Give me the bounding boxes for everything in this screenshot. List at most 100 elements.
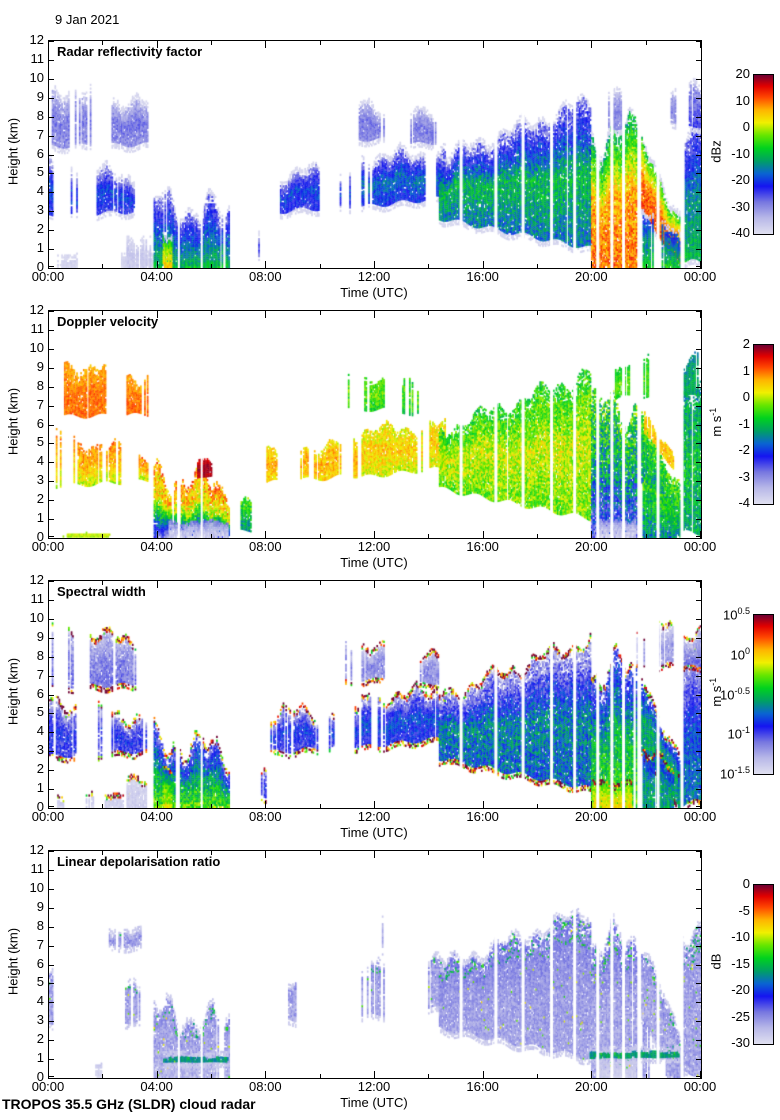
axis-tick-mark — [49, 266, 54, 267]
y-tick-label: 9 — [36, 88, 44, 104]
axis-tick-mark — [49, 536, 54, 537]
axis-tick-mark — [537, 1074, 538, 1078]
axis-tick-mark — [696, 519, 701, 521]
y-tick-label: 2 — [36, 491, 44, 507]
x-tick-label: 16:00 — [466, 269, 499, 284]
axis-tick-mark — [48, 851, 49, 858]
axis-tick-mark — [49, 519, 54, 521]
axis-tick-mark — [49, 41, 54, 42]
y-tick-label: 7 — [36, 666, 44, 682]
y-tick-label: 7 — [36, 396, 44, 412]
axis-tick-mark — [696, 888, 701, 890]
axis-tick-mark — [696, 481, 701, 483]
axis-tick-mark — [265, 801, 267, 808]
axis-tick-mark — [482, 581, 484, 588]
y-tick-label: 12 — [29, 302, 44, 317]
axis-tick-mark — [537, 534, 538, 538]
x-tick-label: 08:00 — [249, 269, 282, 284]
axis-tick-mark — [49, 249, 54, 251]
axis-tick-mark — [696, 851, 701, 852]
x-tick-label: 16:00 — [466, 539, 499, 554]
x-tick-label: 20:00 — [575, 809, 608, 824]
colorbar-tick-label: -5 — [738, 902, 750, 918]
axis-tick-mark — [700, 801, 701, 808]
axis-tick-mark — [645, 311, 647, 315]
axis-tick-mark — [49, 806, 54, 807]
colorbar-tick-label: -2 — [738, 442, 750, 457]
axis-tick-mark — [265, 261, 267, 268]
x-tick-label: 00:00 — [31, 539, 65, 554]
axis-tick-mark — [428, 581, 430, 585]
axis-tick-mark — [49, 348, 54, 350]
axis-tick-mark — [696, 732, 701, 734]
axis-tick-mark — [696, 1002, 701, 1004]
axis-tick-mark — [591, 851, 593, 858]
axis-tick-mark — [696, 713, 701, 715]
axis-tick-mark — [696, 41, 701, 42]
axis-tick-mark — [102, 311, 104, 315]
axis-tick-mark — [645, 851, 647, 855]
axis-tick-mark — [696, 926, 701, 928]
axis-tick-mark — [696, 405, 701, 407]
axis-tick-mark — [156, 41, 158, 48]
axis-tick-mark — [696, 116, 701, 118]
y-tick-label: 6 — [36, 145, 44, 161]
colorbar-tick-label: 1 — [742, 362, 750, 378]
x-tick-label: 00:00 — [31, 269, 65, 284]
axis-tick-mark — [48, 41, 49, 48]
y-tick-label: 6 — [36, 415, 44, 431]
axis-tick-mark — [49, 907, 54, 909]
axis-tick-mark — [49, 713, 54, 715]
axis-tick-mark — [428, 804, 430, 808]
axis-tick-mark — [49, 481, 54, 483]
axis-tick-mark — [49, 770, 54, 772]
axis-tick-mark — [482, 801, 484, 808]
axis-tick-mark — [696, 869, 701, 871]
axis-tick-mark — [211, 851, 212, 855]
axis-tick-mark — [211, 311, 212, 315]
axis-tick-mark — [696, 230, 701, 232]
axis-tick-mark — [696, 386, 701, 388]
axis-tick-mark — [591, 261, 593, 268]
axis-tick-mark — [591, 1071, 593, 1078]
y-tick-label: 9 — [36, 898, 44, 914]
y-tick-label: 2 — [36, 221, 44, 237]
axis-tick-mark — [696, 173, 701, 175]
axis-tick-mark — [537, 41, 538, 45]
colorbar-tick-label: -4 — [738, 495, 750, 510]
axis-tick-mark — [700, 531, 701, 538]
axis-tick-mark — [49, 1002, 54, 1004]
y-tick-label: 8 — [36, 647, 44, 663]
axis-tick-mark — [49, 462, 54, 464]
colorbar-tick-label: 0 — [742, 119, 750, 134]
axis-tick-mark — [374, 311, 375, 318]
colorbar-tick-label: 100 — [730, 645, 750, 663]
axis-tick-mark — [696, 536, 701, 537]
axis-tick-mark — [374, 261, 375, 268]
axis-tick-mark — [156, 801, 158, 808]
plot-area-spectral-width: Spectral width — [48, 580, 702, 809]
axis-tick-mark — [49, 192, 54, 194]
axis-tick-mark — [48, 581, 49, 588]
axis-tick-mark — [156, 261, 158, 268]
y-tick-label: 0 — [36, 259, 44, 274]
y-tick-label: 7 — [36, 126, 44, 142]
axis-tick-mark — [49, 211, 54, 213]
axis-tick-mark — [696, 637, 701, 639]
axis-tick-mark — [482, 41, 484, 48]
axis-tick-mark — [49, 230, 54, 232]
axis-tick-mark — [696, 618, 701, 620]
axis-tick-mark — [696, 1040, 701, 1042]
x-tick-label: 04:00 — [140, 269, 173, 284]
colorbar-tick-label: 100.5 — [723, 606, 750, 623]
axis-tick-mark — [482, 531, 484, 538]
axis-tick-mark — [696, 751, 701, 753]
x-tick-label: 00:00 — [683, 1079, 717, 1094]
axis-tick-mark — [211, 41, 212, 45]
axis-tick-mark — [49, 789, 54, 791]
colorbar-tick-label: 10 — [735, 92, 750, 108]
x-tick-label: 08:00 — [249, 539, 282, 554]
colorbar-tick-label: 10-1 — [727, 725, 750, 742]
axis-tick-mark — [696, 581, 701, 582]
x-axis-label: Time (UTC) — [340, 1095, 408, 1110]
